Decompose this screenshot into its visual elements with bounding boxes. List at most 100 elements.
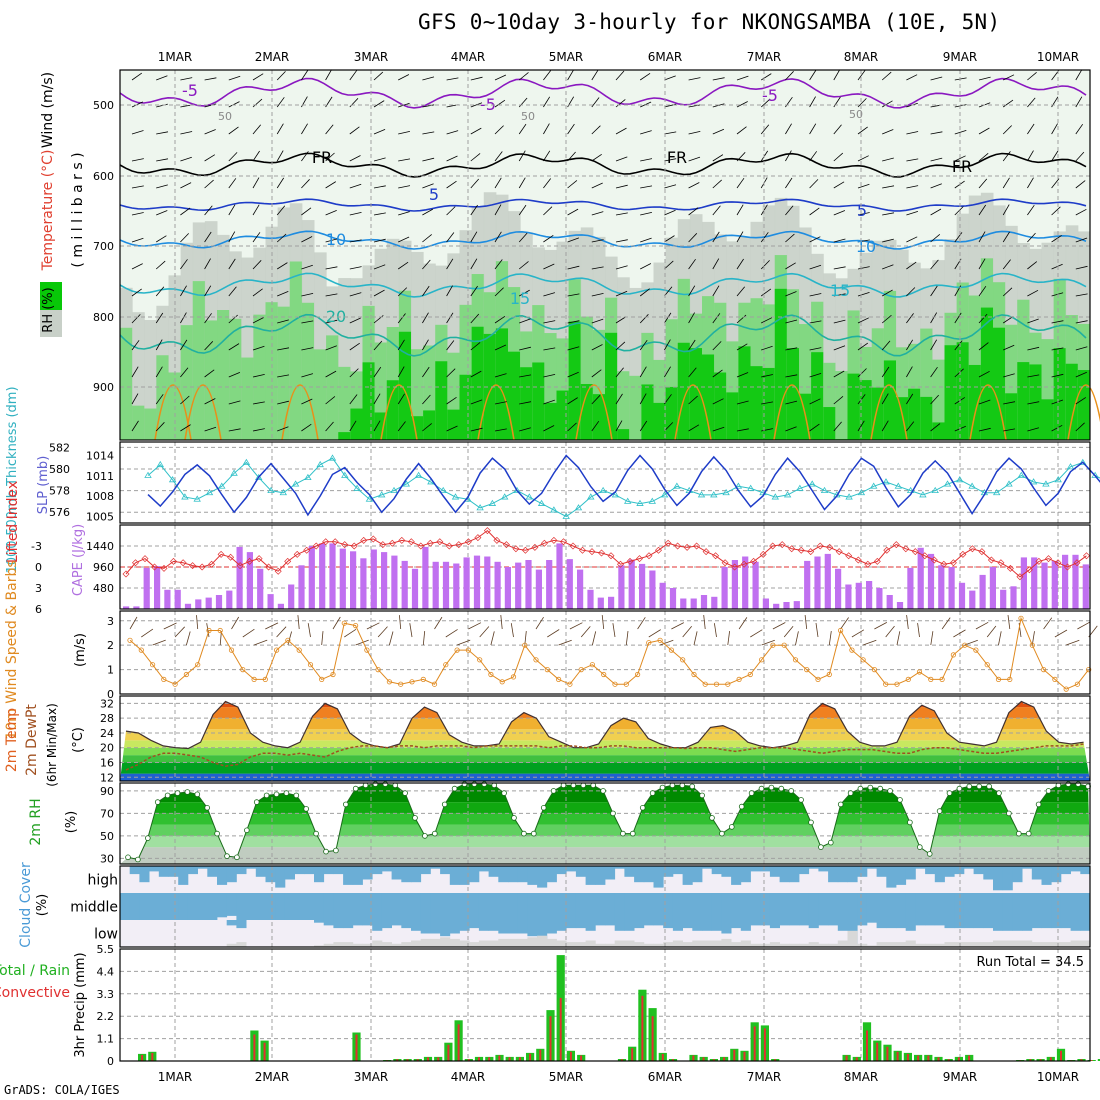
thickness-point	[168, 476, 177, 483]
surface-wind-barb	[129, 616, 138, 630]
upper-wind-barb	[204, 285, 212, 297]
wind-speed-point	[488, 671, 494, 678]
surface-wind-barb	[601, 615, 605, 630]
precip-total-bar	[1097, 1059, 1100, 1061]
cloud-low-gap	[459, 940, 470, 947]
cape-bar	[845, 584, 852, 609]
cloud-cover-cell	[1051, 893, 1062, 920]
upper-wind-barb	[833, 370, 845, 378]
surface-wind-barb	[930, 631, 934, 646]
upper-wind-barb	[494, 151, 503, 162]
contour-label: 5	[429, 185, 439, 204]
upper-wind-barb	[180, 131, 193, 135]
upper-wind-barb	[446, 77, 459, 81]
upper-wind-barb	[325, 421, 334, 432]
cloud-cover-cell	[973, 893, 984, 920]
cloud-cover-cell	[1002, 920, 1013, 931]
upper-wind-barb	[930, 131, 943, 135]
cape-bar	[907, 567, 914, 609]
upper-wind-barb	[857, 420, 865, 432]
precip-convective-bar	[753, 1026, 756, 1061]
rh2m-point	[511, 815, 517, 821]
cloud-cover-cell	[731, 893, 742, 920]
lifted-index-point	[1073, 559, 1081, 567]
rh-band-dark	[1005, 393, 1018, 440]
upper-wind-barb	[180, 367, 189, 378]
surface-wind-barb	[409, 623, 413, 638]
rh2m-point	[738, 803, 745, 810]
rh2m-point	[996, 790, 1002, 796]
slp-thickness-frame	[119, 441, 1091, 524]
upper-wind-barb	[615, 99, 626, 108]
upper-wind-barb	[591, 182, 603, 189]
upper-wind-barb	[930, 285, 938, 297]
lifted-index-point	[426, 539, 434, 547]
cloud-cover-cell	[963, 893, 974, 920]
lifted-index-point	[151, 563, 158, 571]
upper-wind-barb	[906, 158, 919, 162]
temp2m-line	[125, 700, 1084, 750]
upper-wind-barb	[131, 72, 143, 81]
upper-wind-barb	[857, 98, 867, 108]
wind-speed-point	[792, 657, 799, 663]
upper-wind-barb	[180, 339, 188, 351]
cape-bar	[205, 597, 212, 609]
cloud-cover-cell	[430, 893, 441, 920]
cloud-cover-cell	[993, 920, 1004, 931]
pressure-tick-label: 500	[93, 99, 114, 112]
cloud-cover-cell	[343, 920, 354, 929]
wind-speed-point	[251, 676, 257, 683]
upper-wind-barb	[736, 152, 746, 162]
lifted-index-point	[284, 557, 292, 565]
cloud-cover-cell	[401, 866, 412, 883]
upper-wind-barb	[615, 184, 628, 189]
thickness-point	[599, 486, 607, 493]
isotherm-25-bump	[969, 384, 1007, 441]
cloud-low-gap	[769, 942, 780, 947]
rh-band-dark	[520, 367, 533, 440]
surface-wind-barb	[580, 626, 591, 638]
rh2m-point	[570, 782, 577, 789]
upper-wind-barb	[591, 239, 604, 243]
upper-air-frame	[119, 69, 1091, 441]
cloud-cover-cell	[207, 893, 218, 920]
wind-speed-point	[826, 671, 832, 678]
cape-bar	[752, 561, 759, 610]
precip-convective-bar	[621, 1059, 623, 1061]
thickness-tick-label: 582	[49, 441, 70, 454]
cape-bar	[391, 555, 398, 609]
cloud-cover-cell	[1002, 866, 1013, 891]
upper-wind-barb	[664, 131, 677, 135]
surface-wind-barb	[885, 625, 895, 638]
cloud-cover-cell	[915, 866, 926, 869]
cloud-cover-cell	[546, 866, 557, 883]
lifted-index-point	[835, 548, 843, 556]
lifted-index-point	[560, 538, 567, 546]
wind-speed-point	[273, 647, 280, 653]
cloud-cover-cell	[1022, 866, 1033, 869]
upper-wind-barb	[131, 212, 144, 216]
upper-wind-barb	[494, 344, 507, 351]
upper-wind-barb	[228, 126, 239, 135]
upper-wind-barb	[252, 428, 265, 432]
upper-wind-barb	[615, 265, 628, 270]
upper-wind-barb	[349, 266, 362, 270]
upper-wind-barb	[760, 260, 770, 270]
cloud-cover-cell	[459, 920, 470, 931]
upper-wind-barb	[906, 313, 914, 324]
cloud-low-gap	[721, 938, 732, 947]
lifted-index-point	[531, 543, 539, 551]
thickness-point	[722, 488, 730, 496]
lifted-index-point	[1054, 559, 1062, 567]
rh-band-mid	[132, 405, 145, 440]
upper-wind-barb	[543, 70, 552, 81]
upper-wind-barb	[180, 285, 187, 297]
cape-bar	[731, 560, 738, 609]
rh2m-point	[847, 790, 854, 796]
surface-wind-barb	[355, 639, 369, 646]
wind-speed-point	[995, 676, 1002, 683]
rh2m-point	[748, 790, 755, 796]
cloud-cover-cell	[779, 866, 790, 883]
upper-wind-barb	[301, 373, 314, 378]
cloud-low-gap	[925, 943, 936, 947]
